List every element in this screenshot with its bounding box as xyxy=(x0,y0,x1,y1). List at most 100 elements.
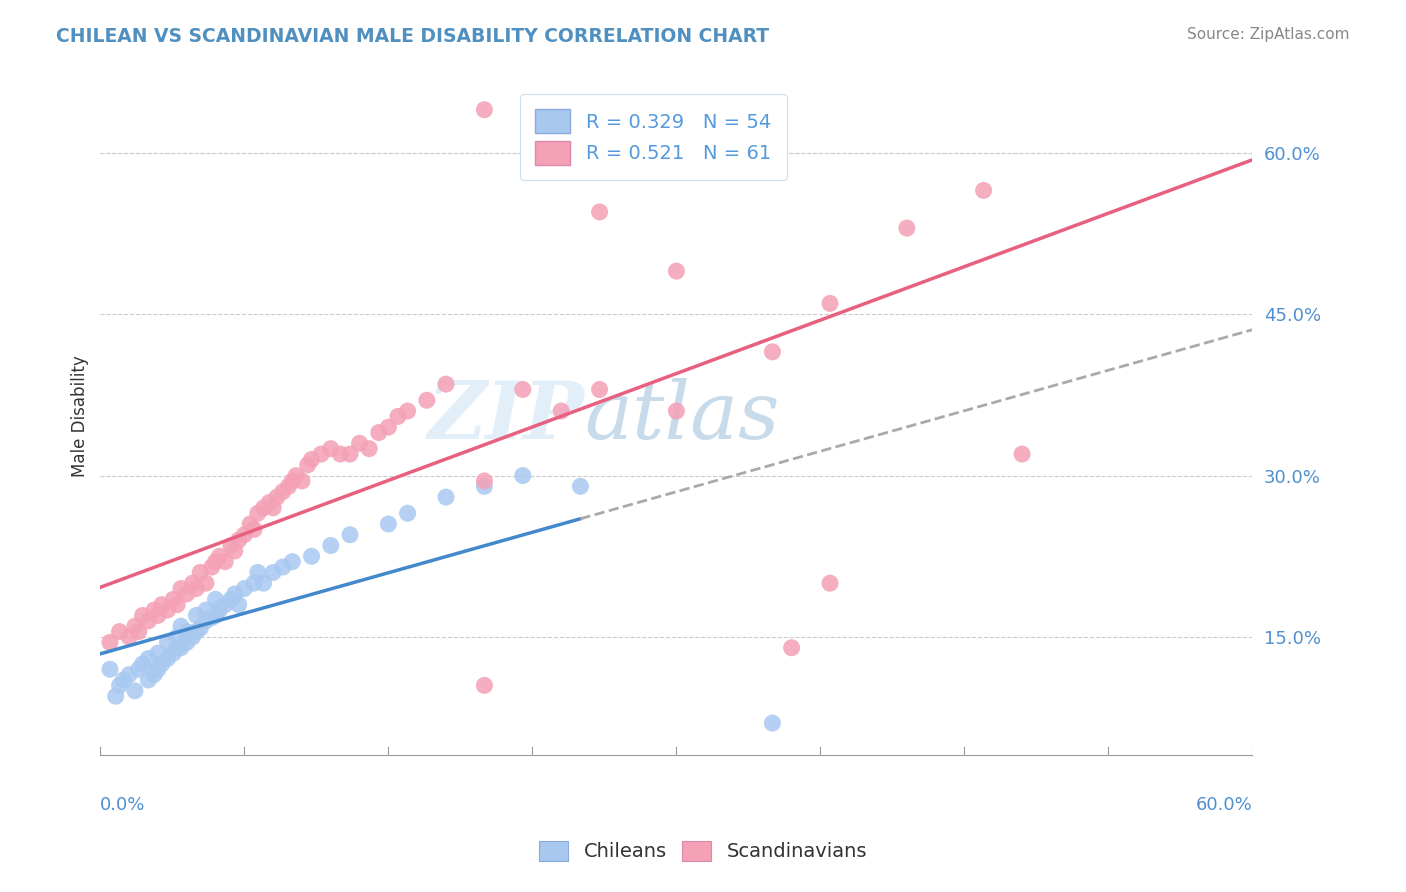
Point xyxy=(896,221,918,235)
Point xyxy=(143,667,166,681)
Point xyxy=(156,651,179,665)
Point xyxy=(214,598,236,612)
Point xyxy=(252,500,274,515)
Point xyxy=(128,624,150,639)
Point xyxy=(319,442,342,456)
Point xyxy=(339,528,361,542)
Point xyxy=(818,576,841,591)
Point xyxy=(243,522,266,536)
Point xyxy=(271,560,294,574)
Point xyxy=(118,630,141,644)
Point xyxy=(194,614,217,628)
Point xyxy=(973,183,995,197)
Point xyxy=(156,635,179,649)
Point xyxy=(277,479,299,493)
Point xyxy=(665,404,688,418)
Point xyxy=(186,624,208,639)
Point xyxy=(281,555,304,569)
Point xyxy=(665,151,688,165)
Point xyxy=(367,425,389,440)
Point xyxy=(246,566,269,580)
Point xyxy=(228,598,250,612)
Point xyxy=(208,549,231,564)
Point xyxy=(329,447,352,461)
Point xyxy=(208,603,231,617)
Point xyxy=(162,646,184,660)
Point xyxy=(150,657,173,671)
Point xyxy=(266,490,288,504)
Point xyxy=(98,662,121,676)
Point xyxy=(319,539,342,553)
Text: 0.0%: 0.0% xyxy=(100,796,146,814)
Point xyxy=(108,678,131,692)
Point xyxy=(550,404,572,418)
Point xyxy=(588,205,610,219)
Point xyxy=(339,447,361,461)
Point xyxy=(239,516,262,531)
Point xyxy=(301,549,323,564)
Point xyxy=(243,576,266,591)
Point xyxy=(194,576,217,591)
Point xyxy=(138,651,160,665)
Point xyxy=(176,587,198,601)
Point xyxy=(194,603,217,617)
Point xyxy=(186,582,208,596)
Text: CHILEAN VS SCANDINAVIAN MALE DISABILITY CORRELATION CHART: CHILEAN VS SCANDINAVIAN MALE DISABILITY … xyxy=(56,27,769,45)
Point xyxy=(416,393,439,408)
Point xyxy=(377,516,399,531)
Legend: Chileans, Scandinavians: Chileans, Scandinavians xyxy=(531,833,875,869)
Point xyxy=(131,608,153,623)
Point xyxy=(349,436,371,450)
Point xyxy=(166,630,188,644)
Point xyxy=(588,383,610,397)
Point xyxy=(761,716,783,731)
Point xyxy=(214,555,236,569)
Point xyxy=(186,608,208,623)
Point xyxy=(170,582,193,596)
Point xyxy=(162,592,184,607)
Point xyxy=(474,479,496,493)
Point xyxy=(285,468,308,483)
Legend: R = 0.329   N = 54, R = 0.521   N = 61: R = 0.329 N = 54, R = 0.521 N = 61 xyxy=(520,94,787,180)
Point xyxy=(108,624,131,639)
Point xyxy=(150,598,173,612)
Point xyxy=(138,673,160,687)
Y-axis label: Male Disability: Male Disability xyxy=(72,356,89,477)
Point xyxy=(259,495,281,509)
Point xyxy=(474,474,496,488)
Point xyxy=(761,344,783,359)
Point xyxy=(146,662,169,676)
Point xyxy=(204,608,226,623)
Point xyxy=(98,635,121,649)
Point xyxy=(146,646,169,660)
Point xyxy=(271,484,294,499)
Point xyxy=(474,103,496,117)
Point xyxy=(359,442,381,456)
Point xyxy=(224,544,246,558)
Point xyxy=(377,420,399,434)
Point xyxy=(188,621,211,635)
Point xyxy=(281,474,304,488)
Point xyxy=(228,533,250,548)
Point xyxy=(512,383,534,397)
Point xyxy=(780,640,803,655)
Point xyxy=(246,506,269,520)
Text: atlas: atlas xyxy=(585,377,779,455)
Point xyxy=(104,689,127,703)
Point xyxy=(297,458,319,472)
Point xyxy=(170,619,193,633)
Point xyxy=(301,452,323,467)
Point xyxy=(124,683,146,698)
Point xyxy=(156,603,179,617)
Point xyxy=(1011,447,1033,461)
Point xyxy=(569,479,592,493)
Point xyxy=(204,592,226,607)
Point xyxy=(219,592,242,607)
Point xyxy=(291,474,314,488)
Point xyxy=(166,598,188,612)
Point xyxy=(166,640,188,655)
Point xyxy=(818,296,841,310)
Point xyxy=(474,678,496,692)
Point xyxy=(146,608,169,623)
Text: 60.0%: 60.0% xyxy=(1195,796,1253,814)
